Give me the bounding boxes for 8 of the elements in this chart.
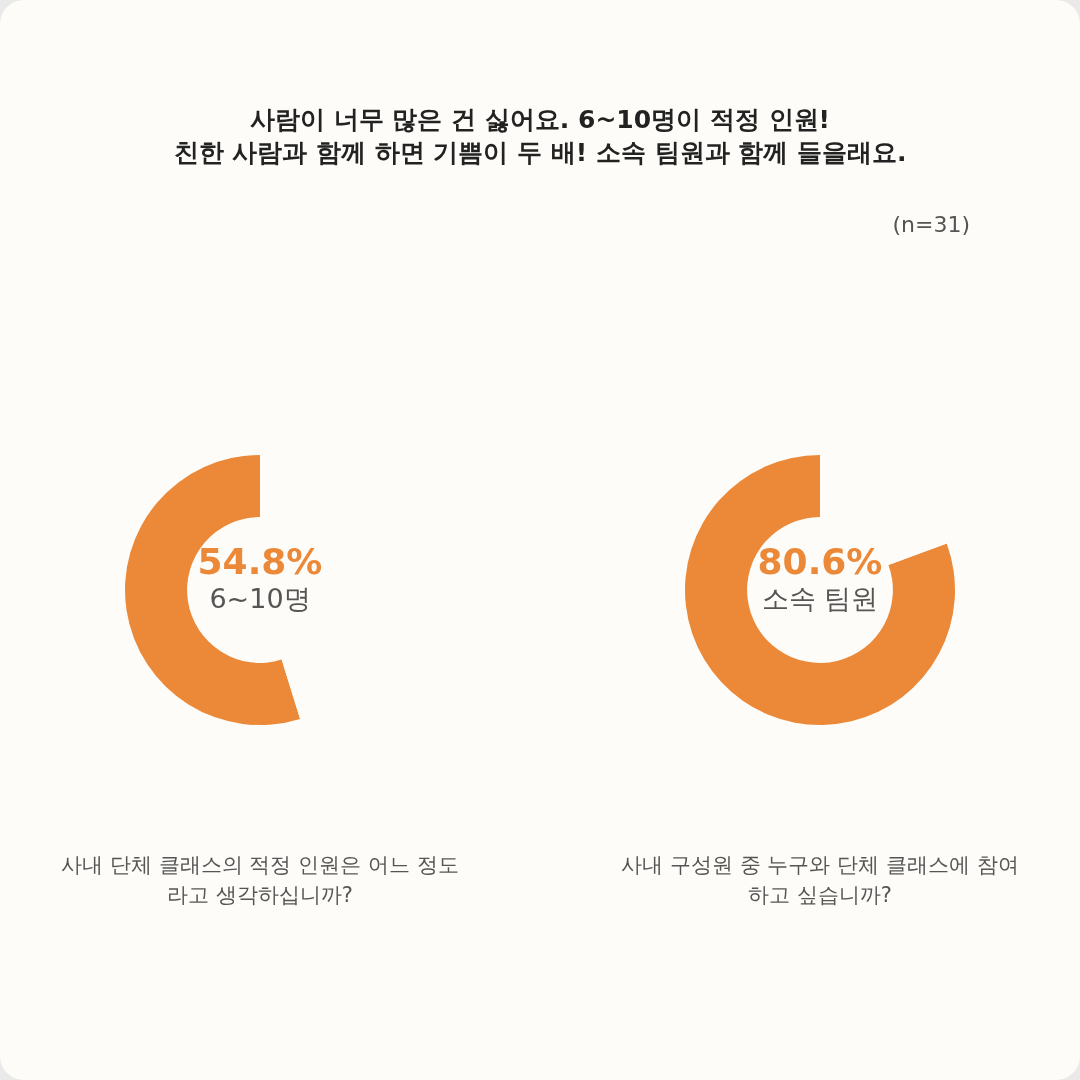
data-label: 54.8%	[197, 540, 323, 582]
slice-label: 소속 팀원	[761, 583, 879, 614]
slice-label: 6~10명	[209, 583, 311, 614]
text: 사람이 너무 많은 건 싫어요. 6~10명이 적정 인원! 친한 사람과 함께 하면 기쁨이 두 배! 소속 팀원과 함께 들을래요.	[172, 104, 908, 169]
data-label: 80.6%	[757, 540, 883, 582]
text: 사내 구성원 중 누구와 단체 클래스에 참여하고 싶습니까?	[620, 852, 1020, 910]
chart-subtitle: (n=31)	[892, 212, 970, 237]
text: 사내 단체 클래스의 적정 인원은 어느 정도라고 생각하십니까?	[60, 852, 460, 910]
